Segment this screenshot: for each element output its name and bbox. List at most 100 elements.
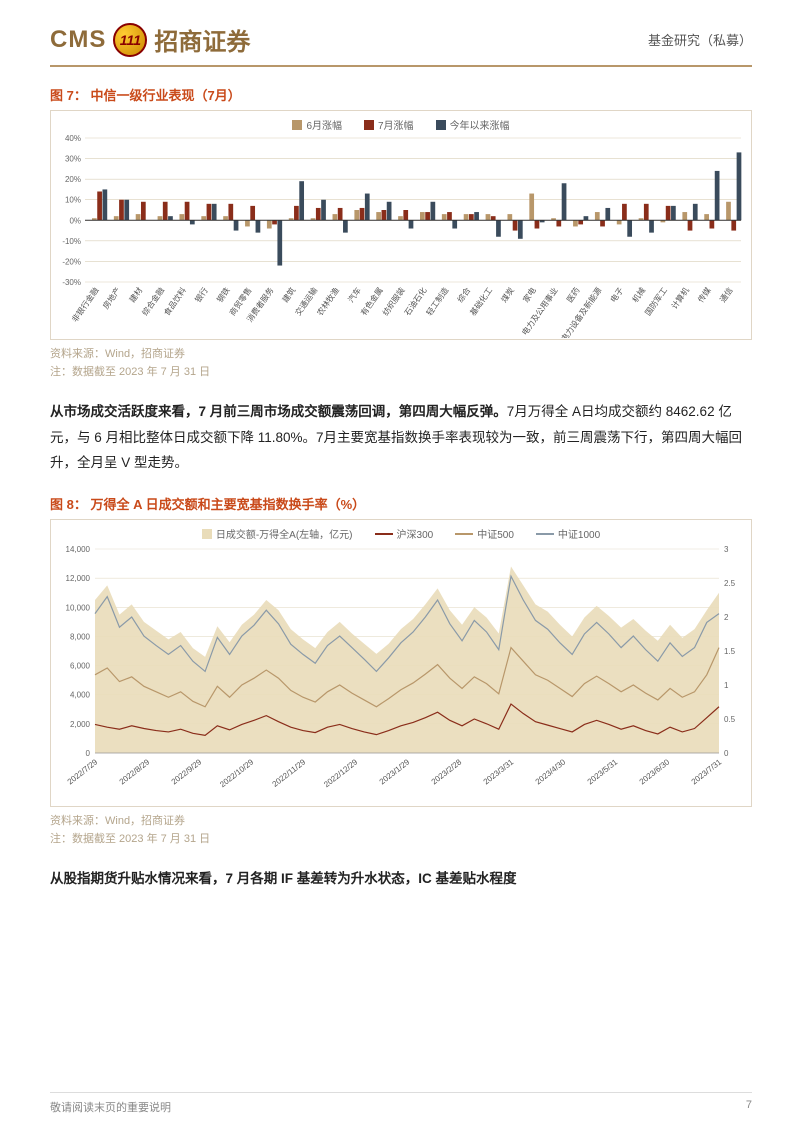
svg-text:计算机: 计算机 [669,285,691,310]
svg-text:2023/3/31: 2023/3/31 [482,757,516,786]
svg-text:煤炭: 煤炭 [499,285,516,304]
svg-text:房地产: 房地产 [100,285,122,310]
fig7-legend: 6月涨幅 7月涨幅 今年以来涨幅 [51,111,751,134]
svg-text:传媒: 传媒 [695,285,712,304]
svg-text:20%: 20% [65,175,81,184]
svg-text:国防军工: 国防军工 [643,285,670,317]
svg-text:2023/7/31: 2023/7/31 [690,757,724,786]
svg-text:轻工制造: 轻工制造 [424,285,451,317]
legend-jul: 7月涨幅 [378,117,414,132]
para1-bold: 从市场成交活跃度来看，7 月前三周市场成交额震荡回调，第四周大幅反弹。 [50,404,507,419]
header-rule [50,65,752,67]
legend-zz500: 中证500 [477,526,514,541]
fig7-chart: 6月涨幅 7月涨幅 今年以来涨幅 -30% -20% -10% 0% 10% 20% 30%… [50,110,752,340]
svg-text:2023/1/29: 2023/1/29 [378,757,412,786]
svg-text:2022/12/29: 2022/12/29 [322,757,360,789]
cms-text: CMS [50,26,106,54]
svg-text:6,000: 6,000 [70,662,91,671]
svg-text:0: 0 [86,749,91,758]
page-footer: 敬请阅读末页的重要说明 7 [50,1092,752,1115]
fig8-title: 图 8： 万得全 A 日成交额和主要宽基指数换手率（%） [50,494,752,513]
svg-text:2023/6/30: 2023/6/30 [638,757,672,786]
svg-text:2022/9/29: 2022/9/29 [170,757,204,786]
svg-text:10%: 10% [65,196,81,205]
content-region: 图 7： 中信一级行业表现（7月） 6月涨幅 7月涨幅 今年以来涨幅 -30% -… [0,85,802,892]
page-header: CMS 111 招商证券 基金研究（私募） [0,0,802,65]
svg-text:非银行金融: 非银行金融 [69,285,100,324]
source7-line2: 注：数据截至 2023 年 7 月 31 日 [50,364,752,382]
legend-swatch-vol [202,529,212,539]
svg-text:2: 2 [724,613,729,622]
svg-text:40%: 40% [65,134,81,143]
svg-text:基础化工: 基础化工 [468,285,495,317]
svg-text:2023/5/31: 2023/5/31 [586,757,620,786]
footer-left: 敬请阅读末页的重要说明 [50,1099,171,1115]
svg-text:0.5: 0.5 [724,715,736,724]
svg-text:2023/2/28: 2023/2/28 [430,757,464,786]
para2-bold: 从股指期货升贴水情况来看，7 月各期 IF 基差转为升水状态，IC 基差贴水程度 [50,871,517,886]
svg-text:通信: 通信 [717,285,734,304]
svg-text:0%: 0% [69,216,81,225]
logo-icon: 111 [113,23,147,57]
svg-text:14,000: 14,000 [66,545,91,554]
source7-line1: 资料来源：Wind，招商证券 [50,346,752,364]
svg-text:2023/4/30: 2023/4/30 [534,757,568,786]
svg-text:2.5: 2.5 [724,579,736,588]
fig7-label: 图 7： [50,88,87,103]
logo-block: CMS 111 招商证券 [50,22,250,57]
svg-text:钢铁: 钢铁 [214,285,231,304]
company-cn-name: 招商证券 [154,22,250,57]
svg-text:1: 1 [724,681,729,690]
svg-text:家电: 家电 [521,285,538,304]
svg-text:-30%: -30% [62,278,81,287]
svg-text:2022/10/29: 2022/10/29 [218,757,256,789]
fig7-svg: -30%-20%-10%0%10%20%30%40%非银行金融房地产建材综合金融… [51,134,749,338]
legend-swatch-jun [292,120,302,130]
fig8-label: 图 8： [50,497,87,512]
svg-text:3: 3 [724,545,729,554]
svg-text:食品饮料: 食品饮料 [161,285,188,317]
legend-swatch-zz1000 [536,533,554,535]
fig7-source: 资料来源：Wind，招商证券 注：数据截至 2023 年 7 月 31 日 [50,346,752,381]
svg-text:2022/7/29: 2022/7/29 [66,757,100,786]
svg-text:10,000: 10,000 [66,603,91,612]
svg-text:2022/8/29: 2022/8/29 [118,757,152,786]
fig8-svg: 02,0004,0006,0008,00010,00012,00014,0000… [51,543,749,803]
legend-swatch-ytd [436,120,446,130]
fig8-legend: 日成交额-万得全A(左轴，亿元) 沪深300 中证500 中证1000 [51,520,751,543]
svg-text:机械: 机械 [630,285,647,304]
svg-text:-10%: -10% [62,237,81,246]
footer-page-number: 7 [746,1099,752,1115]
svg-text:汽车: 汽车 [346,285,363,304]
fig7-text: 中信一级行业表现（7月） [90,88,240,103]
fig8-text: 万得全 A 日成交额和主要宽基指数换手率（%） [90,497,365,512]
legend-swatch-hs300 [375,533,393,535]
svg-text:8,000: 8,000 [70,633,91,642]
svg-text:-20%: -20% [62,257,81,266]
svg-text:农林牧渔: 农林牧渔 [315,285,342,317]
svg-text:2022/11/29: 2022/11/29 [271,757,308,789]
legend-ytd: 今年以来涨幅 [450,117,510,132]
legend-jun: 6月涨幅 [306,117,342,132]
source8-line2: 注：数据截至 2023 年 7 月 31 日 [50,831,752,849]
svg-text:4,000: 4,000 [70,691,91,700]
header-section-name: 基金研究（私募） [648,30,752,49]
legend-hs300: 沪深300 [397,526,434,541]
svg-text:0: 0 [724,749,729,758]
fig8-chart: 日成交额-万得全A(左轴，亿元) 沪深300 中证500 中证1000 02,0… [50,519,752,807]
svg-text:医药: 医药 [564,285,581,304]
source8-line1: 资料来源：Wind，招商证券 [50,813,752,831]
svg-text:1.5: 1.5 [724,647,736,656]
legend-zz1000: 中证1000 [558,526,600,541]
svg-text:建材: 建材 [127,285,144,304]
svg-text:建筑: 建筑 [280,285,297,304]
legend-swatch-zz500 [455,533,473,535]
fig7-title: 图 7： 中信一级行业表现（7月） [50,85,752,104]
paragraph-1: 从市场成交活跃度来看，7 月前三周市场成交额震荡回调，第四周大幅反弹。7月万得全… [50,399,752,476]
svg-text:30%: 30% [65,155,81,164]
svg-text:电子: 电子 [608,285,625,304]
legend-swatch-jul [364,120,374,130]
fig8-source: 资料来源：Wind，招商证券 注：数据截至 2023 年 7 月 31 日 [50,813,752,848]
svg-text:电力设备及新能源: 电力设备及新能源 [559,285,604,338]
svg-text:综合: 综合 [455,285,472,304]
